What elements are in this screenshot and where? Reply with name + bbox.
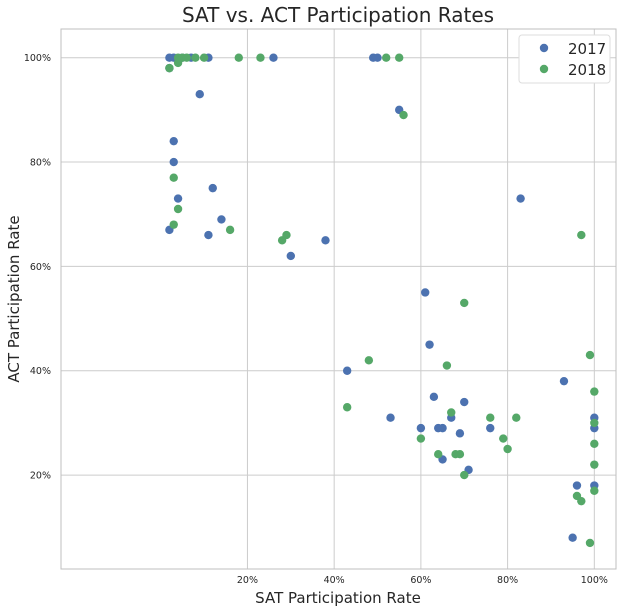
data-point-2018 [460,298,469,308]
data-point-2018 [173,58,183,68]
data-point-2017 [421,288,430,297]
data-point-2017 [568,533,577,542]
data-point-2017 [286,251,296,261]
data-point-2018 [590,439,599,448]
x-tick-labels: 20% 40% 60% 80% 100% [237,575,608,586]
data-point-2018 [503,444,512,454]
data-point-2017 [169,157,178,167]
data-point-2017 [572,481,582,490]
data-point-2017 [204,230,213,240]
data-point-2017 [429,392,439,402]
x-tick-label: 40% [324,575,345,586]
data-point-2018 [277,236,287,245]
data-point-2018 [486,413,495,422]
data-point-2018 [416,434,426,443]
data-point-2018 [577,496,586,506]
y-tick-label: 80% [30,158,51,169]
data-point-2017 [373,53,382,62]
data-point-2017 [386,413,395,422]
data-point-2018 [585,538,595,548]
x-tick-label: 100% [581,575,608,586]
y-tick-label: 60% [30,262,51,273]
data-point-2017 [455,429,465,438]
data-point-2018 [364,356,374,365]
data-point-2018 [225,225,235,235]
data-point-2018 [590,418,599,428]
legend-label-2018: 2018 [568,61,606,79]
data-point-2017 [438,423,447,433]
data-point-2018 [199,53,209,62]
data-point-2017 [486,423,495,433]
y-tick-label: 40% [30,366,51,377]
data-point-2017 [195,90,204,99]
data-point-2018 [590,486,599,495]
data-point-2018 [342,403,352,412]
data-point-2017 [169,136,178,146]
legend: 2017 2018 [518,34,611,84]
data-point-2018 [442,361,452,370]
data-point-2018 [590,387,599,396]
data-point-2017 [321,236,330,245]
data-point-2018 [173,204,183,214]
data-point-2018 [191,53,200,62]
data-points [165,53,599,548]
x-tick-label: 80% [497,575,518,586]
data-point-2017 [173,194,183,203]
data-point-2017 [516,194,525,203]
data-point-2018 [590,460,599,469]
data-point-2018 [585,350,595,360]
data-point-2018 [169,220,178,229]
data-point-2017 [208,183,217,193]
data-point-2017 [217,215,226,224]
y-axis-label: ACT Participation Rate [5,215,23,382]
legend-marker-2018 [539,64,549,74]
data-point-2018 [577,230,586,240]
data-point-2018 [169,173,178,182]
data-point-2017 [425,340,434,349]
data-point-2018 [182,53,191,62]
data-point-2018 [434,450,443,459]
data-point-2018 [455,450,465,459]
y-tick-labels: 20% 40% 60% 80% 100% [24,53,51,481]
series-2018 [165,53,599,548]
plot-frame [60,28,617,570]
data-point-2017 [269,53,278,62]
data-point-2017 [460,397,469,407]
data-point-2018 [512,413,521,422]
data-point-2017 [416,423,426,433]
legend-label-2017: 2017 [568,40,606,58]
y-tick-label: 20% [30,471,51,482]
chart-title: SAT vs. ACT Participation Rates [182,3,494,27]
x-tick-label: 60% [410,575,431,586]
data-point-2018 [447,408,456,417]
data-point-2018 [499,434,508,443]
data-point-2017 [342,366,352,375]
data-point-2018 [395,53,404,62]
x-tick-label: 20% [237,575,258,586]
data-point-2018 [381,53,391,62]
data-point-2017 [559,376,569,386]
data-point-2018 [165,63,174,73]
data-point-2018 [234,53,243,62]
x-axis-label: SAT Participation Rate [255,589,421,607]
y-tick-label: 100% [24,53,51,64]
plot-background [61,29,616,569]
data-point-2018 [256,53,265,62]
legend-marker-2017 [539,43,549,53]
data-point-2018 [399,110,408,120]
data-point-2018 [460,470,469,480]
